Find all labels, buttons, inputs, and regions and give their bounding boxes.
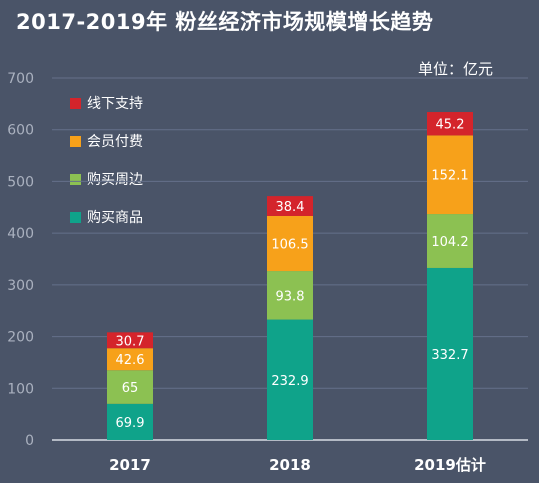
data-label: 65	[122, 381, 139, 396]
data-label: 42.6	[116, 353, 145, 368]
data-label: 232.9	[271, 374, 308, 389]
x-category-label: 2019估计	[414, 456, 486, 474]
y-tick-label: 700	[7, 71, 34, 87]
legend: 线下支持会员付费购买周边购买商品	[70, 94, 143, 246]
data-label: 104.2	[431, 235, 468, 250]
bar-segment	[107, 348, 153, 371]
legend-item: 线下支持	[70, 94, 143, 112]
y-tick-label: 300	[7, 278, 34, 294]
data-label: 106.5	[271, 238, 308, 253]
bar-segment	[427, 112, 473, 136]
y-tick-label: 0	[25, 433, 34, 449]
bar-segment	[427, 214, 473, 268]
y-tick-label: 200	[7, 330, 34, 346]
bar-segment	[427, 267, 473, 440]
legend-label: 购买商品	[87, 210, 143, 226]
legend-item: 会员付费	[70, 132, 143, 150]
legend-swatch	[70, 211, 81, 223]
data-label: 152.1	[431, 169, 468, 184]
legend-swatch	[70, 97, 81, 109]
y-tick-label: 100	[7, 381, 34, 397]
unit-label: 单位：亿元	[418, 60, 494, 78]
data-label: 30.7	[116, 334, 145, 349]
data-label: 69.9	[116, 416, 145, 431]
x-category-label: 2017	[109, 456, 151, 474]
bar-segment	[267, 271, 313, 320]
legend-label: 会员付费	[87, 134, 143, 150]
legend-label: 购买周边	[87, 172, 143, 188]
data-label: 38.4	[276, 200, 305, 215]
legend-swatch	[70, 173, 81, 185]
chart-title: 2017-2019年 粉丝经济市场规模增长趋势	[16, 10, 434, 34]
bar-segment	[107, 370, 153, 404]
data-label: 93.8	[276, 289, 305, 304]
legend-label: 线下支持	[87, 96, 143, 112]
bar-segment	[267, 319, 313, 440]
bar-segment	[267, 196, 313, 216]
bar-segment	[427, 135, 473, 215]
legend-item: 购买周边	[70, 170, 143, 188]
bar-segment	[107, 403, 153, 440]
y-tick-label: 500	[7, 174, 34, 190]
legend-swatch	[70, 135, 81, 147]
bar-segment	[107, 332, 153, 349]
bar-segment	[267, 215, 313, 272]
x-category-label: 2018	[269, 456, 311, 474]
data-label: 45.2	[436, 118, 465, 133]
y-tick-label: 600	[7, 123, 34, 139]
data-label: 332.7	[431, 348, 468, 363]
legend-item: 购买商品	[70, 208, 143, 226]
y-tick-label: 400	[7, 226, 34, 242]
